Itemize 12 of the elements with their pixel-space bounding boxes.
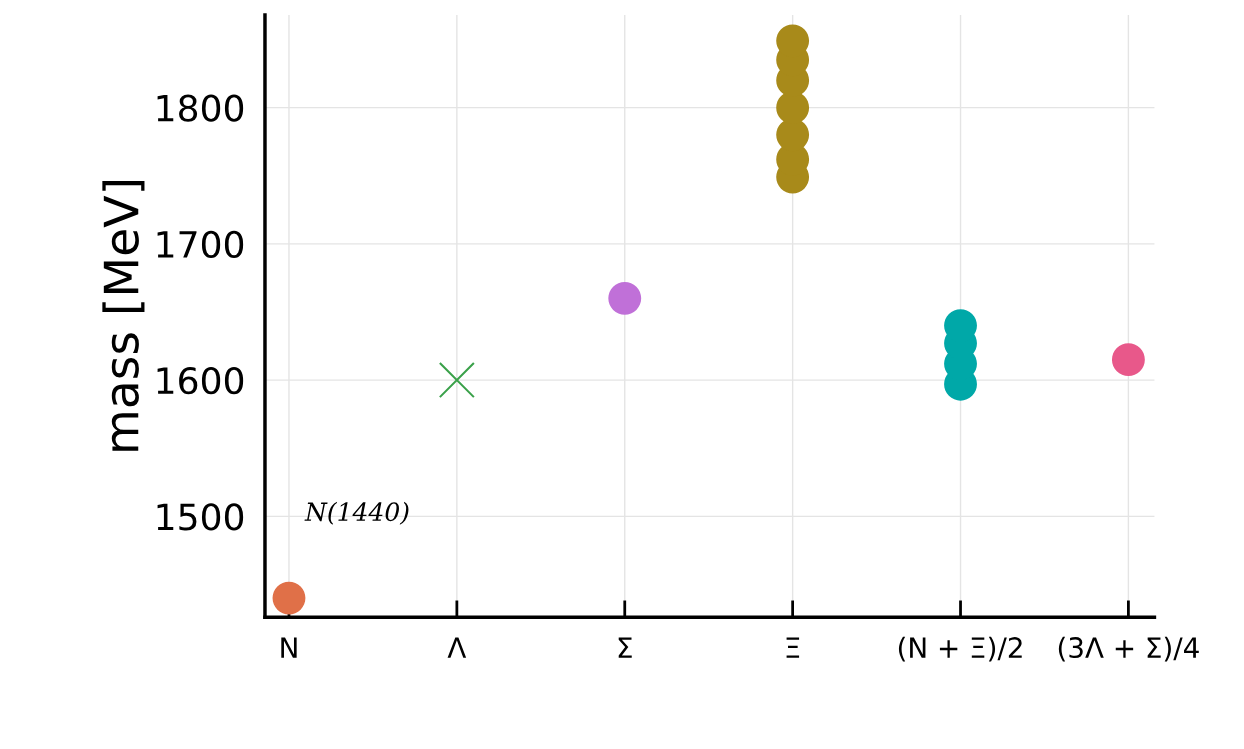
y-tick-label: 1500	[157, 503, 244, 531]
y-tick-label: 1600	[157, 367, 244, 395]
y-axis-title: mass [MeV]	[102, 181, 145, 451]
x-tick-label: (3Λ + Σ)/4	[1058, 636, 1199, 662]
x-tick-label: N	[281, 637, 297, 658]
x-tick-label: (N + Ξ)/2	[898, 636, 1022, 662]
y-tick-label: 1800	[157, 94, 244, 122]
y-tick-label: 1700	[157, 230, 244, 259]
annotation: N(1440)	[304, 501, 409, 525]
x-tick-label: Λ	[447, 637, 467, 658]
x-tick-label: Ξ	[786, 637, 800, 658]
x-tick-label: Σ	[618, 637, 632, 658]
